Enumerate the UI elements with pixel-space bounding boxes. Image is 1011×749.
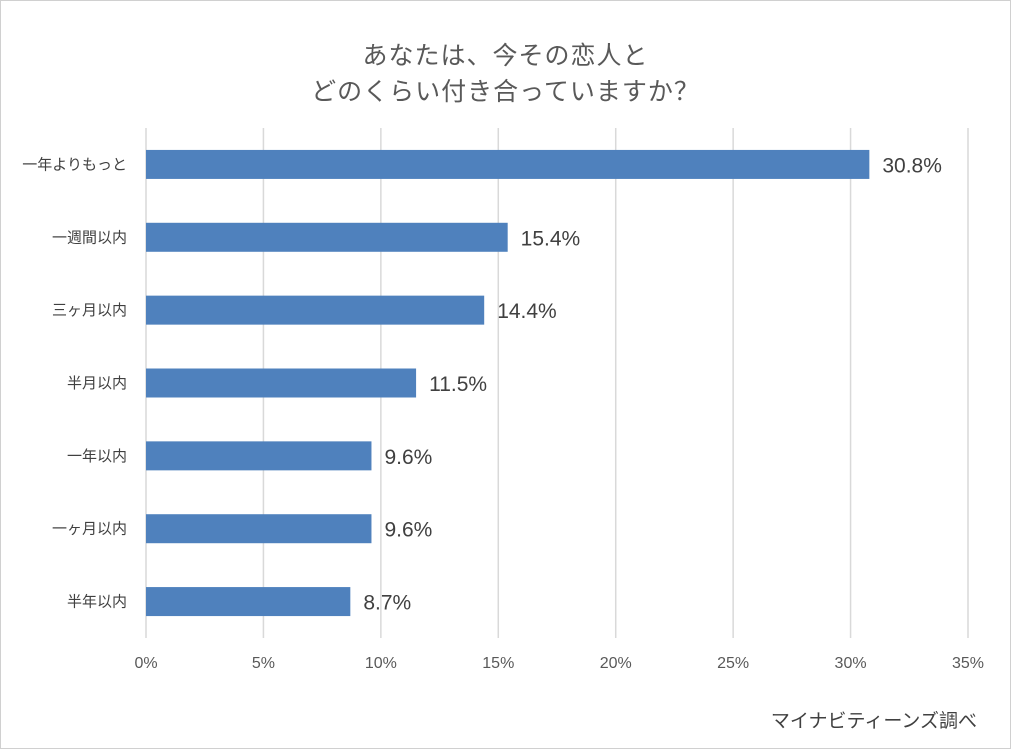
bar-2 <box>146 295 485 325</box>
category-label-2: 三ヶ月以内 <box>52 301 127 319</box>
bar-3 <box>146 368 417 398</box>
bars <box>146 149 870 617</box>
x-tick-label-10: 10% <box>365 655 397 672</box>
bar-5 <box>146 514 372 544</box>
bar-1 <box>146 222 508 252</box>
x-tick-label-35: 35% <box>952 655 984 672</box>
data-label-1: 15.4% <box>521 227 581 250</box>
chart-title: あなたは、今その恋人と どのくらい付き合っていますか？ <box>0 38 1011 110</box>
x-tick-label-5: 5% <box>252 655 275 672</box>
data-label-5: 9.6% <box>384 519 432 542</box>
x-tick-label-20: 20% <box>600 655 632 672</box>
source-note: マイナビティーンズ調べ <box>770 710 977 732</box>
data-label-3: 11.5% <box>429 373 487 396</box>
x-tick-label-30: 30% <box>835 655 867 672</box>
data-label-2: 14.4% <box>497 300 557 323</box>
data-label-0: 30.8% <box>882 154 942 177</box>
category-label-0: 一年よりもっと <box>22 155 127 173</box>
category-label-4: 一年以内 <box>67 447 127 465</box>
bar-6 <box>146 587 351 617</box>
chart-title-line-1: あなたは、今その恋人と <box>362 41 649 70</box>
bar-0 <box>146 149 870 179</box>
x-tick-label-0: 0% <box>134 655 157 672</box>
category-label-6: 半年以内 <box>67 593 127 611</box>
bar-4 <box>146 441 372 471</box>
data-label-4: 9.6% <box>384 446 432 469</box>
x-tick-label-25: 25% <box>717 655 749 672</box>
category-label-3: 半月以内 <box>67 374 127 392</box>
labels: 0% 5% 10% 15% 20% 25% 30% 35% 一年よりもっと 30.8% 一週間以内 1… <box>22 154 984 672</box>
chart-title-line-2: どのくらい付き合っていますか？ <box>311 77 700 106</box>
category-label-1: 一週間以内 <box>52 228 127 246</box>
data-label-6: 8.7% <box>363 592 411 615</box>
category-label-5: 一ヶ月以内 <box>52 520 127 538</box>
x-tick-label-15: 15% <box>482 655 514 672</box>
